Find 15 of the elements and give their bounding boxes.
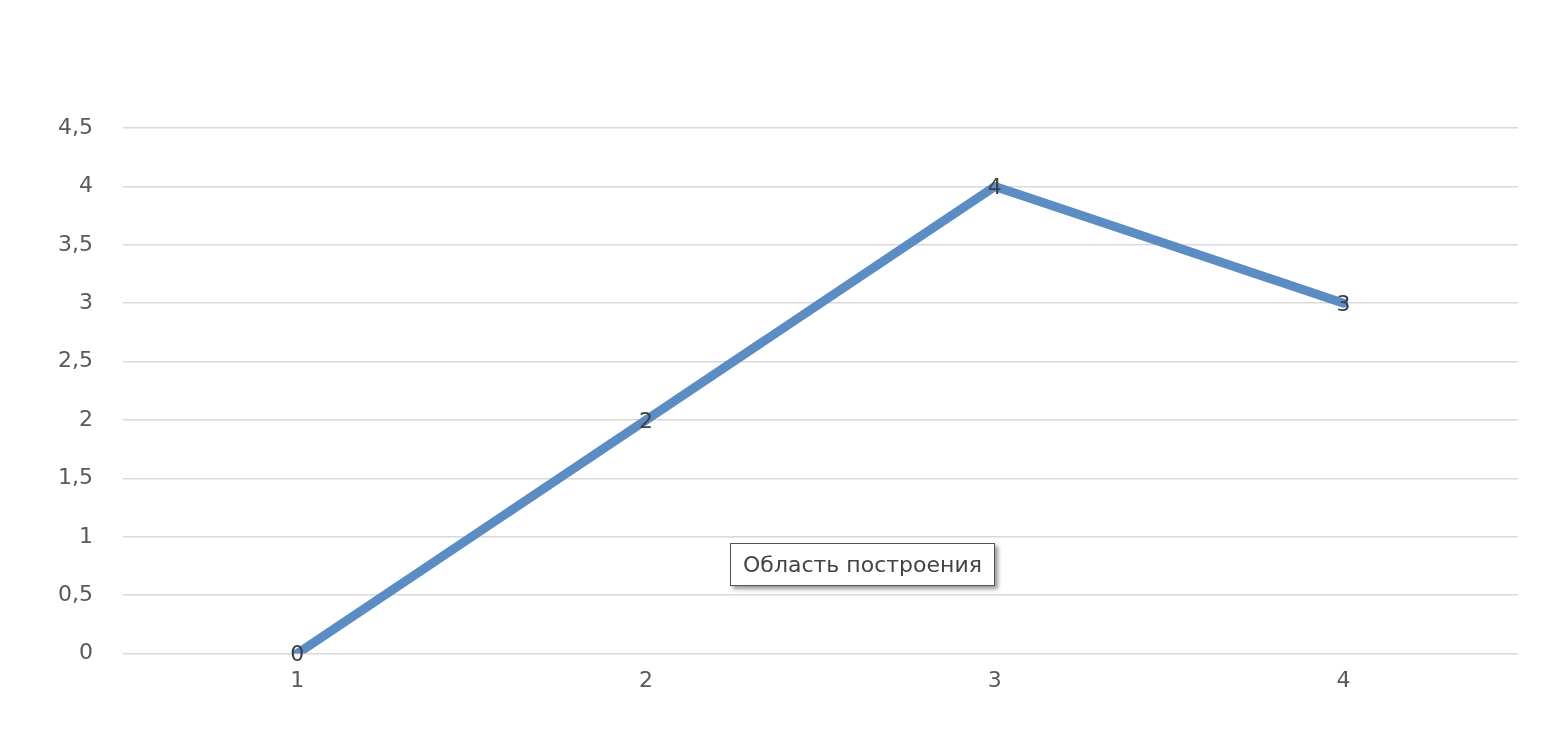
y-tick-label: 1 [78,522,93,548]
x-tick-label: 3 [987,666,1002,692]
annotation: Область построения [730,543,995,586]
y-tick-label: 4 [78,172,93,198]
x-tick-label: 1 [290,666,305,692]
y-tick-label: 3 [78,288,93,314]
y-tick-label: 2,5 [57,347,93,373]
y-tick-label: 0 [78,639,93,665]
y-tick-label: 3,5 [57,230,93,256]
y-tick-label: 1,5 [57,464,93,490]
x-tick-label: 4 [1336,666,1351,692]
y-tick-label: 0,5 [57,580,93,606]
y-tick-label: 4,5 [57,113,93,139]
y-tick-label: 2 [78,405,93,431]
x-tick-label: 2 [639,666,654,692]
